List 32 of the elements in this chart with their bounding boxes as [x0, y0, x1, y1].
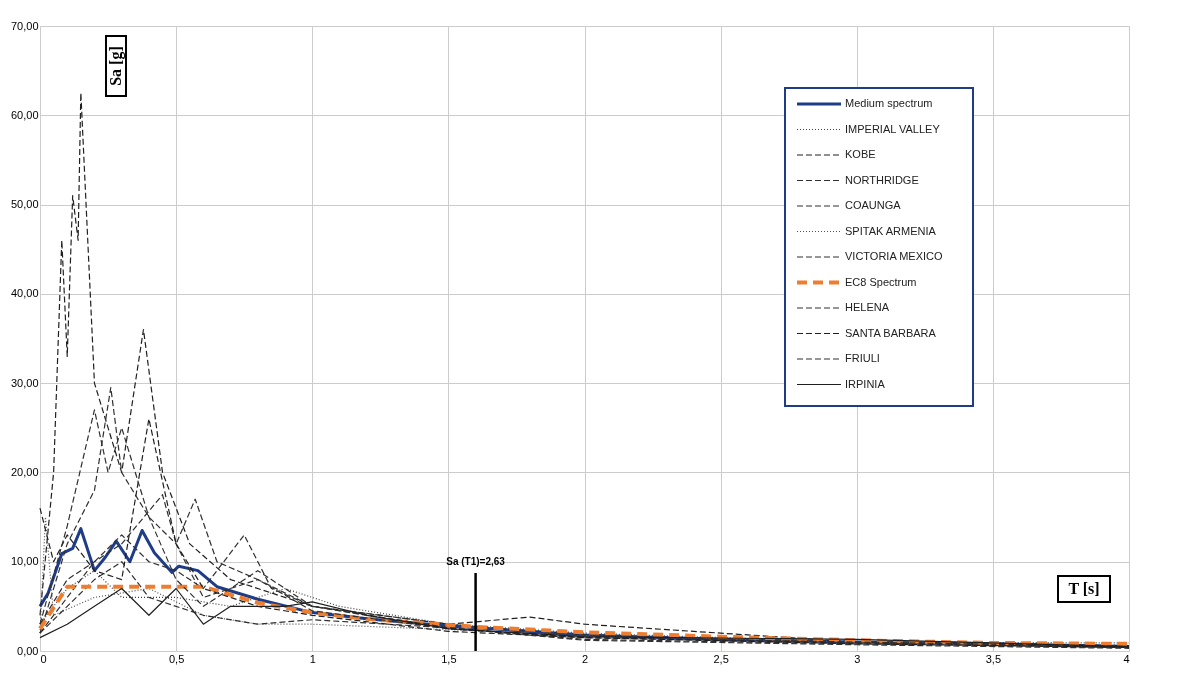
annotation: Sa (T1)=2,63	[446, 556, 506, 567]
legend-label: IRPINIA	[845, 377, 886, 390]
legend-label: Medium spectrum	[845, 97, 933, 109]
y-tick-label: 0,00	[17, 644, 39, 657]
legend-label: KOBE	[845, 148, 876, 160]
y-tick-label: 50,00	[10, 198, 39, 211]
legend-label: VICTORIA MEXICO	[845, 250, 944, 262]
y-axis-title: Sa [g]	[107, 46, 125, 86]
x-tick-label: 2,5	[713, 652, 729, 665]
y-tick-label: 40,00	[10, 287, 39, 300]
x-tick-label: 0	[40, 652, 47, 665]
x-tick-label: 1,5	[441, 652, 457, 665]
x-tick-label: 3,5	[985, 652, 1002, 665]
x-tick-label: 4	[1123, 652, 1130, 665]
y-tick-label: 20,00	[10, 465, 39, 478]
legend-label: SPITAK ARMENIA	[845, 224, 937, 237]
legend-label: COAUNGA	[845, 199, 902, 211]
y-tick-label: 10,00	[10, 555, 39, 568]
x-tick-label: 0,5	[168, 652, 185, 665]
x-axis-title: T [s]	[1068, 580, 1100, 597]
y-tick-label: 60,00	[10, 108, 39, 121]
legend-label: FRIULI	[845, 352, 880, 364]
x-tick-label: 3	[854, 652, 861, 665]
legend-label: HELENA	[845, 301, 890, 313]
legend-label: EC8 Spectrum	[845, 275, 917, 288]
legend-label: SANTA BARBARA	[845, 326, 937, 339]
x-tick-label: 2	[581, 652, 589, 665]
legend-label: NORTHRIDGE	[845, 173, 919, 186]
legend-label: IMPERIAL VALLEY	[845, 122, 941, 135]
y-tick-label: 30,00	[10, 376, 39, 389]
y-tick-label: 70,00	[10, 19, 39, 32]
x-tick-label: 1	[309, 652, 316, 665]
